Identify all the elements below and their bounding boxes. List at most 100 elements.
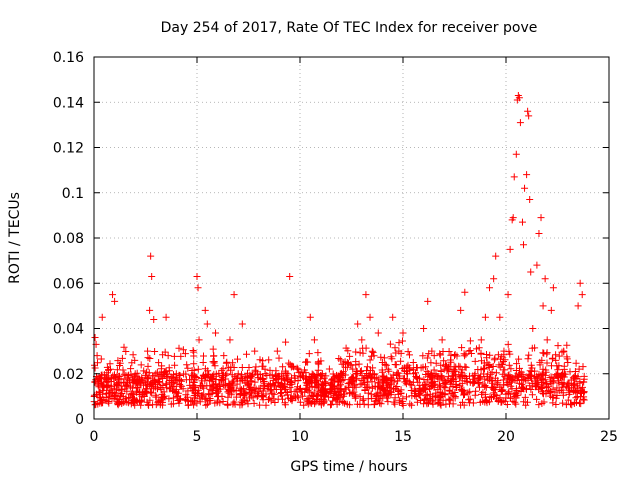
data-point: [96, 388, 104, 396]
y-tick-label: 0: [75, 412, 84, 428]
data-point: [389, 313, 397, 321]
data-point: [438, 336, 446, 344]
data-point: [428, 347, 436, 355]
x-tick-label: 15: [394, 429, 412, 445]
data-point: [490, 275, 498, 283]
data-point: [164, 352, 172, 360]
data-point: [255, 388, 263, 396]
data-point: [212, 329, 220, 337]
dense-data-points: [90, 337, 588, 409]
data-point: [333, 388, 341, 396]
data-point: [366, 313, 374, 321]
data-point: [294, 365, 302, 373]
data-point: [504, 291, 512, 299]
data-point: [162, 313, 170, 321]
data-point: [113, 386, 121, 394]
data-point: [576, 279, 584, 287]
data-point: [515, 94, 523, 102]
data-point: [492, 252, 500, 260]
data-point: [424, 297, 432, 305]
data-points: [91, 91, 588, 405]
axis-ticks: [93, 56, 610, 420]
data-point: [506, 245, 514, 253]
data-point: [518, 218, 526, 226]
data-point: [261, 365, 269, 373]
data-point: [560, 347, 568, 355]
data-point: [135, 388, 143, 396]
data-point: [234, 370, 242, 378]
data-point: [189, 381, 197, 389]
data-point: [374, 329, 382, 337]
data-point: [230, 291, 238, 299]
data-point: [310, 336, 318, 344]
data-point: [465, 347, 473, 355]
data-point: [520, 241, 528, 249]
y-tick-labels: 0 0.02 0.04 0.06 0.08 0.1 0.12 0.14 0.16: [53, 50, 84, 428]
x-tick-labels: 0 5 10 15 20 25: [90, 429, 618, 445]
data-point: [541, 275, 549, 283]
data-point: [527, 268, 535, 276]
data-point: [286, 272, 294, 280]
data-point: [147, 252, 155, 260]
y-tick-label: 0.02: [53, 367, 84, 383]
data-point: [148, 272, 156, 280]
data-point: [403, 370, 411, 378]
data-point: [524, 107, 532, 115]
data-point: [111, 297, 119, 305]
data-point: [415, 374, 423, 382]
data-point: [444, 365, 452, 373]
dense-data-band: [90, 337, 588, 409]
y-tick-label: 0.14: [53, 95, 84, 111]
data-point: [144, 347, 152, 355]
y-tick-label: 0.08: [53, 231, 84, 247]
data-point: [358, 336, 366, 344]
data-point: [395, 347, 403, 355]
y-tick-label: 0.12: [53, 141, 84, 157]
data-point: [539, 302, 547, 310]
data-point: [160, 388, 168, 396]
data-point: [457, 306, 465, 314]
data-point: [512, 150, 520, 158]
data-point: [117, 392, 125, 400]
data-point: [523, 171, 531, 179]
x-tick-label: 5: [193, 429, 202, 445]
data-point: [302, 379, 310, 387]
data-point: [127, 390, 135, 398]
data-point: [282, 338, 290, 346]
data-point: [500, 347, 508, 355]
data-point: [420, 325, 428, 332]
data-point: [150, 315, 158, 323]
data-point: [224, 388, 232, 396]
data-point: [100, 374, 108, 382]
data-point: [267, 397, 275, 405]
data-point: [477, 336, 485, 344]
data-point: [93, 352, 101, 360]
data-point: [496, 313, 504, 321]
data-point: [350, 374, 358, 382]
data-point: [156, 397, 164, 405]
data-point: [327, 379, 335, 387]
data-point: [121, 379, 129, 387]
data-point: [172, 386, 180, 394]
data-point: [525, 112, 533, 120]
data-point: [535, 229, 543, 237]
data-point: [201, 306, 209, 314]
data-point: [399, 329, 407, 337]
data-point: [521, 184, 529, 192]
data-point: [203, 320, 211, 328]
data-point: [183, 361, 191, 369]
data-point: [549, 284, 557, 292]
data-point: [238, 320, 246, 328]
data-point: [290, 392, 298, 400]
data-point: [207, 374, 215, 382]
data-point: [547, 306, 555, 314]
data-point: [510, 173, 518, 181]
data-point: [195, 336, 203, 344]
data-point: [94, 381, 102, 389]
x-tick-label: 25: [600, 429, 618, 445]
data-point: [251, 347, 259, 355]
data-point: [554, 370, 561, 378]
data-point: [194, 284, 202, 292]
y-tick-label: 0.16: [53, 50, 84, 66]
data-point: [570, 374, 578, 382]
